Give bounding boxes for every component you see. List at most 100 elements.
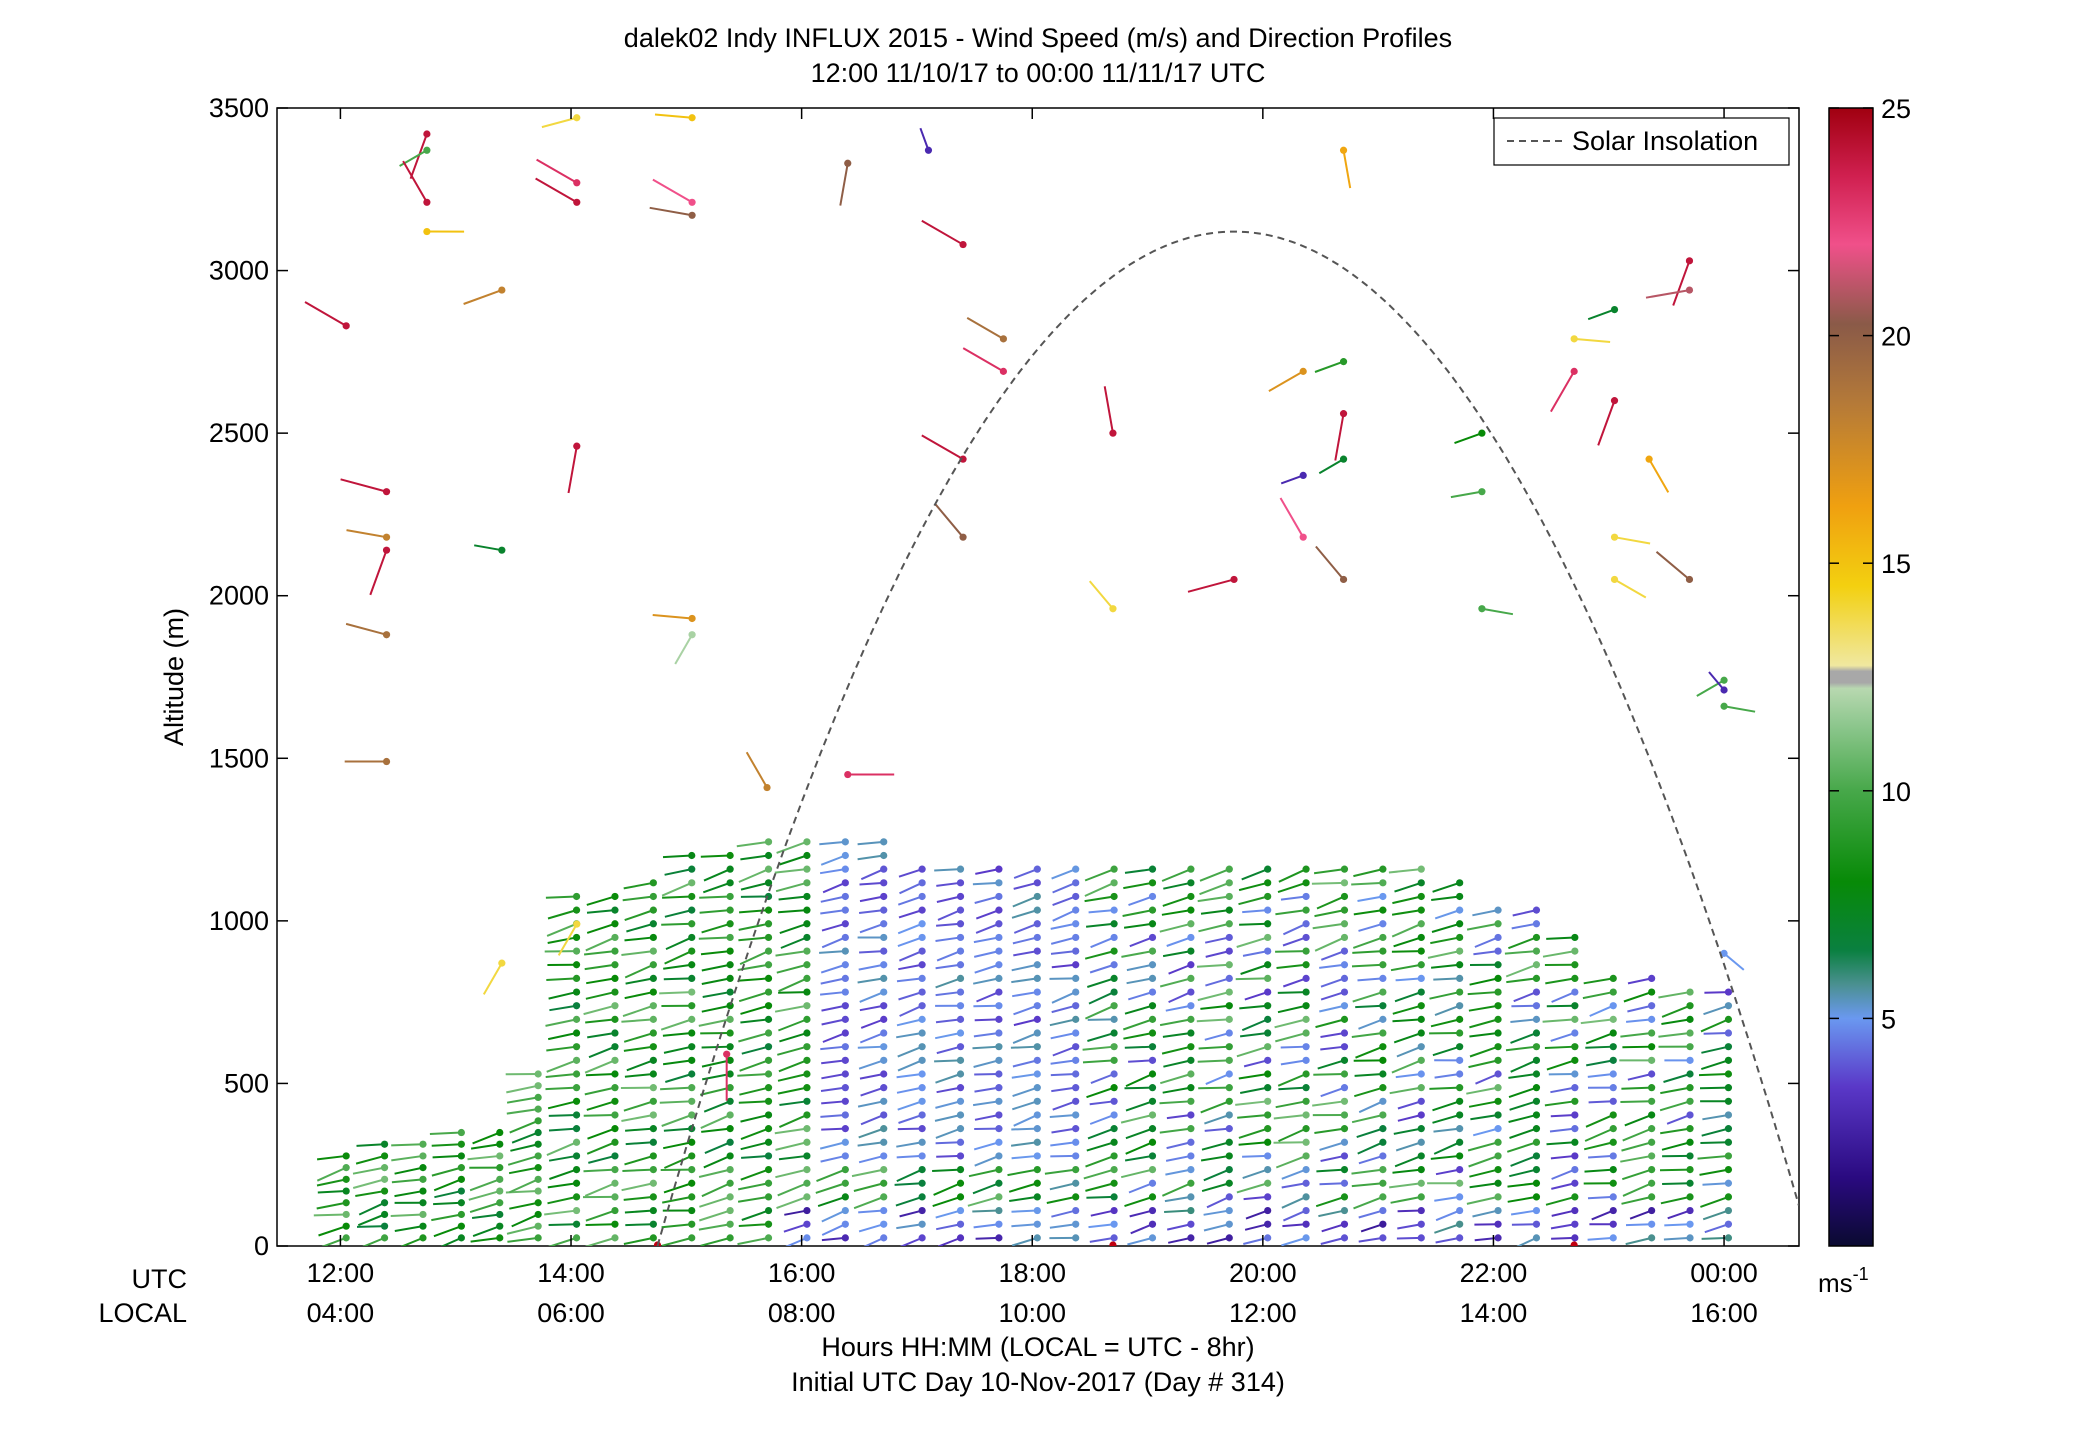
barb-dot [919,1016,926,1023]
barb-dot [611,920,618,927]
barb-dot [1341,1221,1348,1228]
barb-dot [1418,1002,1425,1009]
barb-dot [1725,1193,1732,1200]
barb-dot [1034,920,1041,927]
barb-dot [1456,1207,1463,1214]
barb-dot [1720,703,1727,710]
barb-dot [880,907,887,914]
barb-shaft [357,1226,385,1227]
barb-shaft [1700,1142,1728,1143]
barb-dot [1149,920,1156,927]
x-tick-label-utc: 12:00 [307,1258,375,1288]
barb-dot [1187,975,1194,982]
barb-dot [611,1016,618,1023]
barb-dot [688,866,695,873]
barb-dot [573,1111,580,1118]
barb-dot [1418,1029,1425,1036]
barb-dot [995,893,1002,900]
barb-dot [844,160,851,167]
barb-dot [688,114,695,121]
barb-dot [803,1029,810,1036]
barb-dot [1149,1207,1156,1214]
barb-dot [1418,1234,1425,1241]
barb-shaft [1429,1088,1459,1089]
barb-dot [1610,1152,1617,1159]
barb-dot [1533,934,1540,941]
barb-dot [842,907,849,914]
barb-dot [573,893,580,900]
barb-dot [1648,1152,1655,1159]
barb-dot [573,1070,580,1077]
barb-dot [1302,907,1309,914]
barb-dot [688,1207,695,1214]
barb-shaft [1278,992,1306,993]
barb-dot [1686,1057,1693,1064]
barb-dot [1111,1221,1118,1228]
y-tick-label: 3000 [209,256,269,286]
barb-shaft [546,896,577,897]
barb-dot [1725,1084,1732,1091]
barb-dot [573,179,580,186]
barb-dot [957,1180,964,1187]
barb-shaft [1620,1101,1651,1102]
barb-dot [458,1199,465,1206]
barb-dot [611,1125,618,1132]
barb-dot [650,879,657,886]
barb-dot [650,1234,657,1241]
barb-dot [573,934,580,941]
barb-dot [842,866,849,873]
barb-dot [1533,1029,1540,1036]
barb-dot [1533,1084,1540,1091]
barb-dot [1341,1207,1348,1214]
barb-dot [573,199,580,206]
barb-dot [1302,1070,1309,1077]
barb-dot [803,1002,810,1009]
barb-dot [765,1193,772,1200]
barb-dot [1341,1234,1348,1241]
barb-dot [1725,1152,1732,1159]
colorbar-gradient [1829,108,1873,1246]
barb-dot [1341,1152,1348,1159]
barb-dot [1456,1098,1463,1105]
barb-dot [1418,961,1425,968]
barb-dot [650,988,657,995]
barb-dot [1725,1166,1732,1173]
barb-dot [995,1057,1002,1064]
barb-dot [1072,1029,1079,1036]
barb-dot [727,1139,734,1146]
barb-dot [1226,1166,1233,1173]
barb-dot [803,1070,810,1077]
barb-dot [1226,1084,1233,1091]
barb-dot [1302,947,1309,954]
barb-dot [1533,1180,1540,1187]
barb-dot [1610,1111,1617,1118]
barb-dot [650,1057,657,1064]
barb-dot [383,758,390,765]
barb-dot [1149,947,1156,954]
barb-dot [343,1152,350,1159]
barb-dot [1418,1084,1425,1091]
barb-dot [1264,866,1271,873]
barb-dot [765,947,772,954]
barb-dot [1149,1057,1156,1064]
barb-dot [919,1057,926,1064]
barb-dot [1302,1152,1309,1159]
barb-dot [1379,1166,1386,1173]
barb-dot [1264,961,1271,968]
barb-dot [1230,576,1237,583]
barb-dot [1341,920,1348,927]
barb-dot [688,1084,695,1091]
barb-dot [573,1207,580,1214]
barb-dot [803,947,810,954]
barb-dot [995,1125,1002,1132]
barb-dot [1187,1084,1194,1091]
barb-dot [1111,1111,1118,1118]
barb-dot [611,907,618,914]
barb-dot [1264,934,1271,941]
barb-dot [957,1029,964,1036]
barb-dot [1533,1234,1540,1241]
barb-dot [650,961,657,968]
barb-dot [957,1221,964,1228]
barb-dot [381,1176,388,1183]
barb-dot [1418,1070,1425,1077]
